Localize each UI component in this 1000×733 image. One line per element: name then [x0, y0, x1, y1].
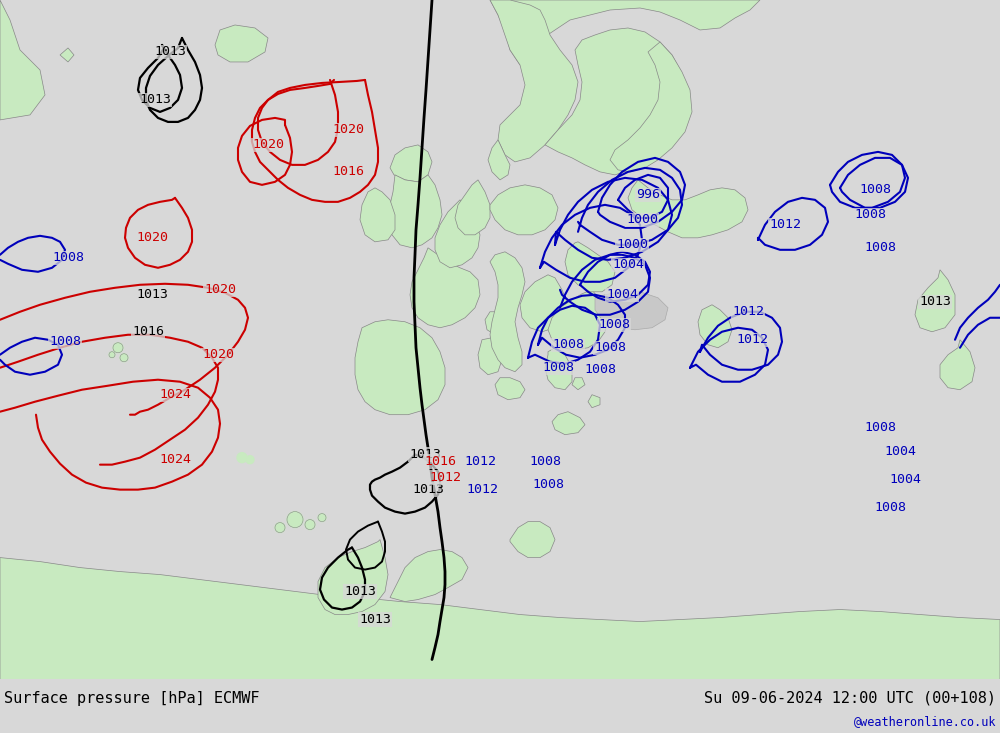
- Polygon shape: [0, 558, 1000, 679]
- Text: 1013: 1013: [409, 448, 441, 461]
- Polygon shape: [490, 185, 558, 235]
- Text: 1012: 1012: [464, 455, 496, 468]
- Polygon shape: [490, 0, 760, 65]
- Text: 1020: 1020: [136, 232, 168, 244]
- Polygon shape: [572, 377, 585, 390]
- Polygon shape: [490, 0, 578, 162]
- Text: 1008: 1008: [552, 338, 584, 351]
- Text: 1012: 1012: [429, 471, 461, 484]
- Text: 1012: 1012: [736, 334, 768, 346]
- Text: 1020: 1020: [252, 139, 284, 152]
- Text: 1008: 1008: [532, 478, 564, 491]
- Text: 1013: 1013: [154, 45, 186, 59]
- Text: 1020: 1020: [204, 283, 236, 296]
- Circle shape: [305, 520, 315, 530]
- Text: 1008: 1008: [864, 421, 896, 434]
- Polygon shape: [552, 412, 585, 435]
- Polygon shape: [588, 394, 600, 408]
- Text: 1020: 1020: [332, 123, 364, 136]
- Polygon shape: [510, 522, 555, 558]
- Text: 1000: 1000: [616, 238, 648, 251]
- Text: 1004: 1004: [606, 288, 638, 301]
- Circle shape: [246, 456, 254, 464]
- Polygon shape: [565, 242, 615, 292]
- Text: 1013: 1013: [919, 295, 951, 309]
- Text: 1008: 1008: [859, 183, 891, 196]
- Polygon shape: [545, 347, 572, 390]
- Polygon shape: [318, 539, 388, 614]
- Text: 1020: 1020: [202, 348, 234, 361]
- Polygon shape: [698, 305, 732, 347]
- Text: 1008: 1008: [874, 501, 906, 514]
- Text: 1013: 1013: [344, 585, 376, 598]
- Polygon shape: [595, 292, 668, 330]
- Polygon shape: [610, 42, 692, 172]
- Text: 1008: 1008: [542, 361, 574, 375]
- Polygon shape: [628, 180, 748, 237]
- Circle shape: [113, 343, 123, 353]
- Circle shape: [120, 354, 128, 361]
- Polygon shape: [435, 200, 480, 268]
- Circle shape: [287, 512, 303, 528]
- Text: 1012: 1012: [466, 483, 498, 496]
- Polygon shape: [215, 25, 268, 62]
- Text: 1013: 1013: [136, 288, 168, 301]
- Text: 1013: 1013: [359, 613, 391, 626]
- Polygon shape: [360, 188, 395, 242]
- Text: 1008: 1008: [854, 208, 886, 221]
- Polygon shape: [0, 0, 45, 120]
- Circle shape: [318, 514, 326, 522]
- Circle shape: [237, 453, 247, 463]
- Text: 1024: 1024: [159, 388, 191, 401]
- Text: 1008: 1008: [52, 251, 84, 265]
- Text: 1016: 1016: [424, 455, 456, 468]
- Text: 1000: 1000: [626, 213, 658, 226]
- Text: 1008: 1008: [49, 335, 81, 348]
- Circle shape: [275, 523, 285, 533]
- Polygon shape: [455, 180, 490, 235]
- Circle shape: [109, 352, 115, 358]
- Polygon shape: [388, 175, 442, 248]
- Polygon shape: [548, 290, 608, 350]
- Polygon shape: [940, 340, 975, 390]
- Text: 1013: 1013: [412, 483, 444, 496]
- Polygon shape: [520, 275, 568, 332]
- Text: 1008: 1008: [584, 364, 616, 376]
- Text: 1016: 1016: [132, 325, 164, 338]
- Text: 1004: 1004: [612, 258, 644, 271]
- Polygon shape: [490, 252, 525, 372]
- Polygon shape: [488, 140, 510, 180]
- Text: 1004: 1004: [889, 473, 921, 486]
- Text: 1008: 1008: [864, 241, 896, 254]
- Polygon shape: [355, 320, 445, 415]
- Text: @weatheronline.co.uk: @weatheronline.co.uk: [854, 715, 996, 728]
- Text: 1013: 1013: [139, 93, 171, 106]
- Text: 996: 996: [636, 188, 660, 202]
- Polygon shape: [478, 338, 502, 375]
- Polygon shape: [485, 312, 503, 335]
- Polygon shape: [390, 145, 432, 182]
- Text: 1008: 1008: [594, 342, 626, 354]
- Text: 1012: 1012: [732, 305, 764, 318]
- Text: Surface pressure [hPa] ECMWF: Surface pressure [hPa] ECMWF: [4, 690, 260, 706]
- Text: Su 09-06-2024 12:00 UTC (00+108): Su 09-06-2024 12:00 UTC (00+108): [704, 690, 996, 706]
- Text: 1024: 1024: [159, 453, 191, 466]
- Text: 1012: 1012: [769, 218, 801, 232]
- Polygon shape: [390, 550, 468, 602]
- Polygon shape: [60, 48, 74, 62]
- Polygon shape: [915, 270, 955, 332]
- Polygon shape: [545, 28, 685, 175]
- Text: 1016: 1016: [332, 166, 364, 178]
- Text: 1004: 1004: [884, 445, 916, 458]
- Polygon shape: [410, 248, 480, 328]
- Text: 1008: 1008: [529, 455, 561, 468]
- Polygon shape: [495, 377, 525, 399]
- Text: 1008: 1008: [598, 318, 630, 331]
